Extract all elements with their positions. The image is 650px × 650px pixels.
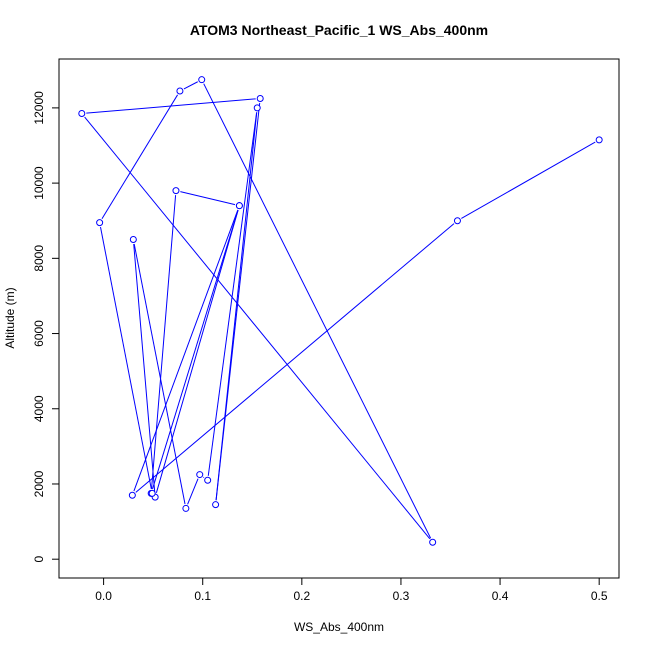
series-group <box>78 76 603 546</box>
data-point <box>148 489 156 497</box>
data-point <box>96 219 104 227</box>
plot-frame <box>58 58 620 579</box>
series-line-segment <box>133 243 156 493</box>
data-point <box>196 471 204 479</box>
data-point <box>172 187 180 195</box>
y-axis: 0 2000 4000 6000 8000 10000 12000 <box>32 91 60 563</box>
series-line-segment <box>207 112 258 476</box>
chart-title: ATOM3 Northeast_Pacific_1 WS_Abs_400nm <box>190 22 488 38</box>
x-axis-label: WS_Abs_400nm <box>294 620 384 634</box>
series-line-segment <box>133 243 186 505</box>
data-point <box>128 491 136 499</box>
x-tick-label: 0.3 <box>393 589 410 603</box>
data-point <box>182 504 190 512</box>
x-tick-label: 0.0 <box>95 589 112 603</box>
series-line-segment <box>183 81 198 90</box>
y-axis-label: Altitude (m) <box>3 287 17 348</box>
data-point <box>129 236 137 244</box>
x-tick-label: 0.1 <box>194 589 211 603</box>
series-line-segment <box>203 83 432 539</box>
data-point <box>256 94 264 102</box>
series-line-segment <box>100 226 152 490</box>
series-line-segment <box>135 223 455 493</box>
data-point <box>453 217 461 225</box>
data-point <box>176 87 184 95</box>
data-point <box>595 136 603 144</box>
y-tick-label: 2000 <box>32 470 46 497</box>
y-tick-label: 8000 <box>32 245 46 272</box>
data-point <box>212 501 220 509</box>
plot-area <box>58 58 620 579</box>
series-line-segment <box>133 209 239 492</box>
series-line-segment <box>101 94 179 220</box>
series-line-segment <box>187 478 199 505</box>
y-tick-label: 12000 <box>32 91 46 125</box>
data-point <box>429 538 437 546</box>
series-line-segment <box>84 116 431 540</box>
data-point <box>204 476 212 484</box>
series-line-segment <box>152 209 239 490</box>
data-point <box>78 110 86 118</box>
series-line-segment <box>461 141 596 219</box>
x-axis: 0.0 0.1 0.2 0.3 0.4 0.5 <box>95 577 608 603</box>
y-tick-label: 0 <box>32 556 46 563</box>
data-point <box>235 202 243 210</box>
y-tick-label: 10000 <box>32 166 46 200</box>
data-point <box>198 76 206 84</box>
series-line-segment <box>155 209 239 493</box>
y-tick-label: 4000 <box>32 395 46 422</box>
series-line-segment <box>215 102 261 501</box>
y-tick-label: 6000 <box>32 320 46 347</box>
data-point <box>253 104 261 112</box>
series-line-segment <box>180 191 236 206</box>
x-tick-label: 0.2 <box>293 589 310 603</box>
series-line-segment <box>151 195 177 489</box>
x-tick-label: 0.4 <box>492 589 509 603</box>
x-tick-label: 0.5 <box>591 589 608 603</box>
